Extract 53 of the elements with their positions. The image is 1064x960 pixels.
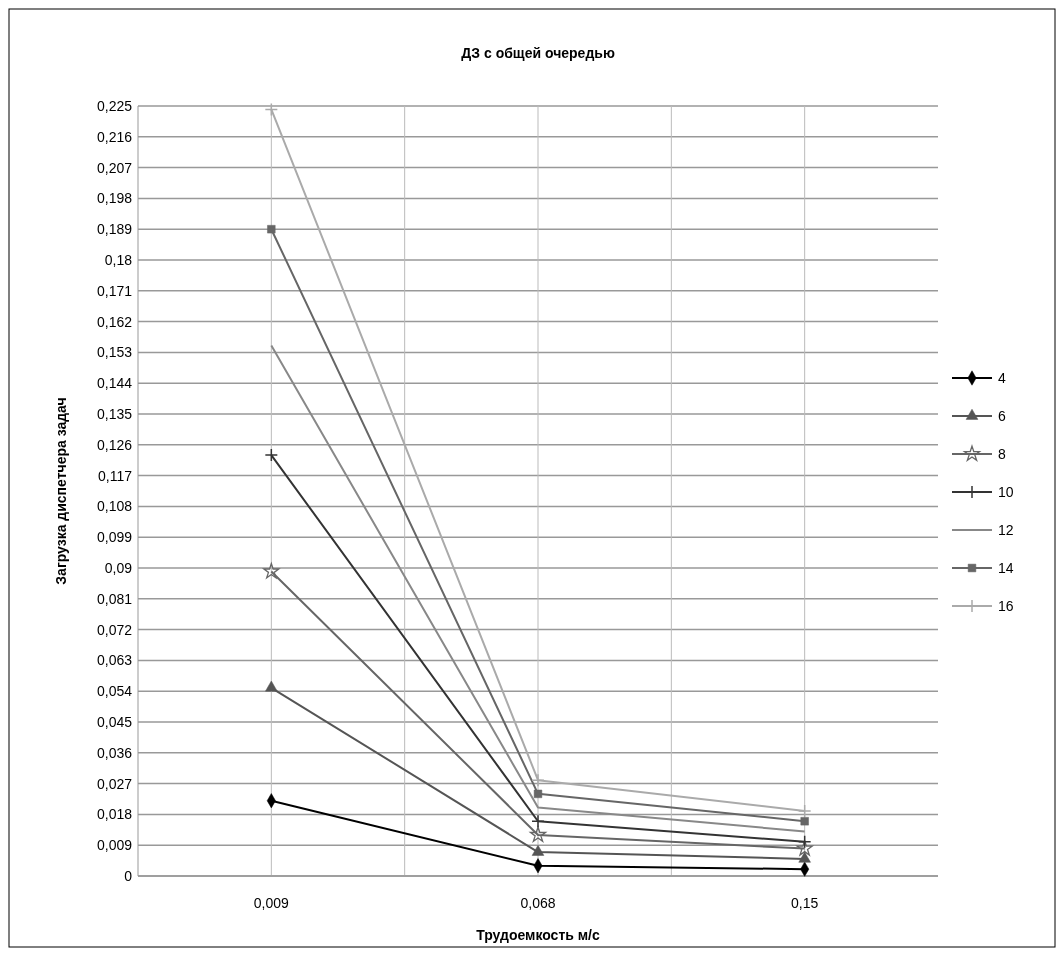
- point: [529, 826, 547, 842]
- point: [533, 789, 543, 798]
- x-tick-label: 0,068: [520, 895, 556, 911]
- y-tick-label: 0,108: [96, 498, 133, 515]
- y-tick-label: 0,126: [96, 436, 133, 453]
- y-tick-label: 0,198: [96, 190, 133, 207]
- legend-label: 8: [998, 445, 1006, 462]
- y-tick-label: 0,216: [96, 128, 133, 145]
- x-tick-label: 0,009: [253, 895, 290, 911]
- x-axis-title: Трудоемкость м/с: [476, 927, 600, 943]
- y-tick-label: 0,144: [96, 375, 133, 392]
- y-tick-label: 0,081: [96, 590, 133, 607]
- point: [800, 817, 809, 826]
- y-tick-label: 0,009: [96, 837, 133, 854]
- point: [531, 845, 545, 856]
- y-tick-label: 0,189: [96, 221, 133, 238]
- legend-label: 16: [998, 597, 1014, 614]
- chart-title: ДЗ с общей очередью: [461, 45, 615, 61]
- y-tick-label: 0,072: [96, 621, 133, 638]
- point: [797, 804, 812, 818]
- y-tick-label: 0,036: [96, 744, 133, 761]
- legend-label: 4: [998, 369, 1006, 386]
- y-tick-label: 0,135: [96, 405, 133, 422]
- y-tick-label: 0,045: [96, 713, 133, 730]
- point: [796, 840, 813, 856]
- point: [265, 680, 278, 692]
- legend-label: 6: [998, 407, 1006, 424]
- x-tick-label: 0,15: [791, 895, 819, 911]
- y-tick-label: 0,054: [96, 683, 133, 700]
- y-tick-label: 0,099: [96, 529, 133, 546]
- y-tick-label: 0,207: [96, 159, 133, 176]
- y-tick-label: 0,162: [96, 313, 133, 330]
- point: [797, 835, 812, 849]
- point: [531, 814, 545, 828]
- y-tick-label: 0,225: [96, 97, 133, 114]
- point: [531, 773, 545, 787]
- legend-label: 10: [998, 483, 1014, 500]
- y-tick-label: 0,18: [104, 251, 133, 268]
- y-tick-label: 0,153: [96, 344, 133, 361]
- y-axis-title: Загрузка диспетчера задач: [53, 397, 69, 585]
- y-tick-label: 0,171: [96, 282, 133, 299]
- point: [264, 448, 279, 462]
- legend-label: 12: [998, 521, 1014, 538]
- y-tick-label: 0,063: [96, 652, 133, 669]
- y-tick-label: 0,09: [104, 559, 133, 576]
- point: [263, 562, 280, 579]
- point: [267, 225, 276, 234]
- y-tick-label: 0,018: [96, 806, 133, 823]
- y-tick-label: 0,027: [96, 775, 133, 792]
- y-tick-label: 0: [124, 867, 133, 884]
- point: [264, 102, 279, 117]
- legend-label: 14: [998, 559, 1014, 576]
- y-tick-label: 0,117: [98, 467, 133, 484]
